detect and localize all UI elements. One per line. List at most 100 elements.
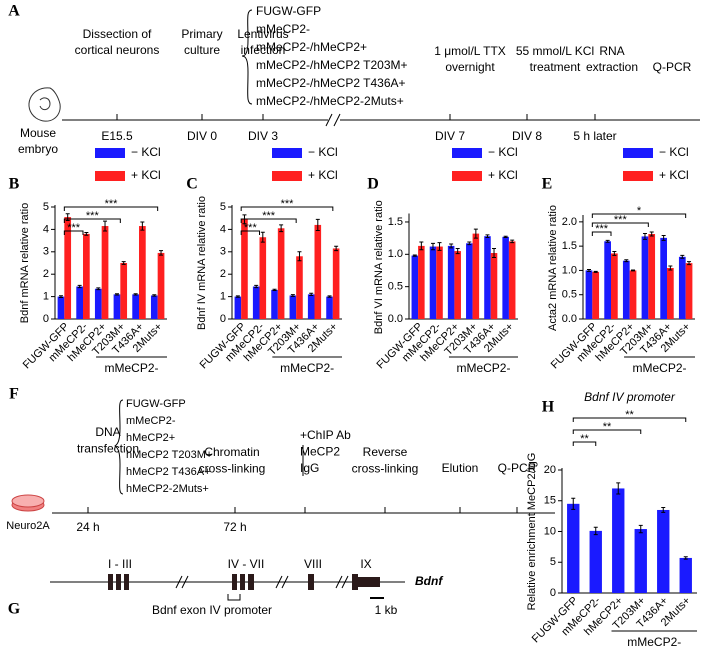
construct-label: FUGW-GFP: [126, 398, 186, 410]
bar: [502, 236, 509, 319]
error-bar: [631, 269, 636, 272]
y-tick-label: 10: [544, 525, 556, 537]
error-bar: [140, 221, 145, 231]
error-bar: [309, 292, 314, 296]
bar: [76, 286, 83, 319]
significance-label: ***: [614, 214, 628, 226]
bar: [436, 246, 443, 319]
legend-swatch: [272, 148, 302, 158]
error-bar: [334, 245, 339, 252]
bar: [150, 295, 158, 319]
error-bar: [58, 295, 63, 298]
legend-label: − KCl: [308, 145, 338, 159]
error-bar: [642, 233, 647, 240]
y-tick-label: 4: [220, 223, 226, 235]
y-tick-label: 0: [220, 313, 226, 325]
bar: [604, 241, 611, 319]
axis-break: [175, 575, 349, 589]
error-bar: [492, 247, 497, 259]
significance-bracket: [240, 230, 260, 235]
y-tick-label: 3: [220, 246, 226, 258]
step-label: 1 μmol/L TTX: [434, 44, 506, 58]
step-label: Q-PCR: [653, 60, 692, 74]
construct-label: mMeCP2-/hMeCP2-2Muts+: [256, 94, 404, 108]
significance-bracket: [63, 206, 159, 211]
bar: [132, 294, 139, 319]
construct-label: hMeCP2 T436A+: [126, 466, 211, 478]
step-label: Dissection of: [83, 27, 152, 41]
error-bar: [260, 231, 265, 243]
y-axis-label: Bdnf IV mRNA relative ratio: [196, 196, 208, 330]
bar: [277, 228, 285, 319]
bar: [466, 243, 473, 319]
bar: [429, 246, 437, 319]
group-label: mMeCP2-: [627, 635, 681, 649]
region-label: I - III: [108, 557, 132, 571]
exon: [358, 577, 380, 587]
exon: [352, 574, 358, 590]
bar: [508, 241, 516, 319]
construct-label: mMeCP2-: [256, 22, 310, 36]
significance-bracket: [572, 441, 597, 446]
error-bar: [661, 234, 666, 241]
bar: [657, 509, 670, 593]
step-label: cortical neurons: [75, 43, 160, 57]
significance-bracket: [591, 231, 612, 236]
legend-swatch: [623, 171, 653, 181]
y-tick-label: 3: [43, 246, 49, 258]
step-label: cross-linking: [352, 462, 419, 476]
step-label: overnight: [445, 60, 495, 74]
exon: [124, 574, 129, 590]
bar: [634, 529, 647, 593]
y-tick-label: 2: [220, 268, 226, 280]
error-bar: [114, 293, 119, 296]
significance-label: ***: [86, 210, 100, 222]
y-tick-label: 1.0: [562, 264, 577, 276]
bar: [567, 503, 580, 593]
bar: [490, 253, 498, 319]
panel-letter: C: [186, 176, 198, 193]
construct-label: hMeCP2 T203M+: [126, 449, 212, 461]
step-label: RNA: [599, 44, 624, 58]
step-label: Elution: [442, 461, 479, 475]
step-label: extraction: [586, 60, 638, 74]
step-label: culture: [184, 43, 220, 57]
significance-label: ***: [67, 222, 81, 234]
exon: [240, 574, 245, 590]
bar: [678, 256, 686, 319]
y-tick-label: 20: [544, 464, 556, 476]
axis-break: [325, 113, 341, 127]
error-bar: [503, 235, 508, 238]
bar: [271, 289, 278, 319]
gene-label: Bdnf: [415, 574, 443, 588]
bar: [241, 219, 248, 319]
significance-label: ***: [105, 198, 119, 210]
step-label: transfection: [77, 442, 139, 456]
bar: [484, 236, 491, 319]
time-label: DIV 8: [512, 129, 542, 143]
bar: [120, 263, 128, 319]
step-label: treatment: [530, 60, 581, 74]
error-bar: [159, 250, 164, 256]
y-tick-label: 0.0: [562, 313, 577, 325]
panel-letter: F: [9, 386, 19, 403]
step-label: MeCP2: [300, 445, 340, 459]
bar: [314, 224, 322, 319]
step-label: 55 mmol/L KCl: [516, 44, 594, 58]
bar: [332, 248, 340, 319]
error-bar: [412, 254, 417, 257]
legend-swatch: [95, 171, 125, 181]
significance-label: ***: [595, 223, 609, 235]
error-bar: [485, 234, 490, 238]
bar: [234, 296, 242, 319]
error-bar: [638, 524, 643, 534]
bar: [326, 296, 333, 319]
embryo-icon: [28, 87, 61, 122]
error-bar: [467, 241, 472, 246]
significance-bracket: [63, 218, 121, 223]
time-label: 72 h: [223, 520, 246, 534]
error-bar: [661, 507, 666, 513]
step-label: Chromatin: [204, 445, 259, 459]
exon: [308, 574, 314, 590]
